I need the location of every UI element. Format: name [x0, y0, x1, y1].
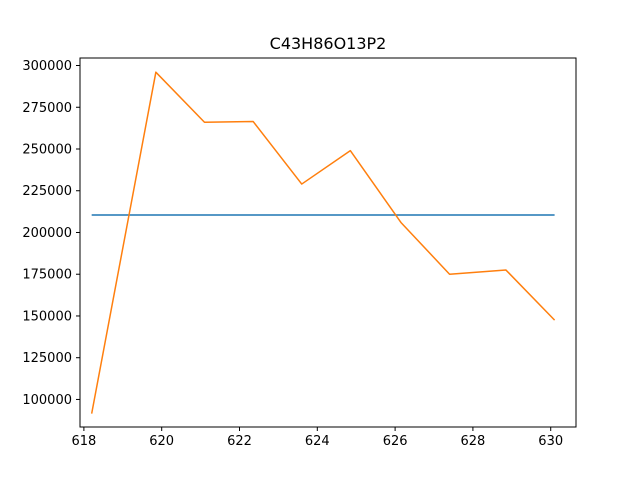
x-tick-label: 622 — [227, 434, 252, 449]
x-tick-label: 628 — [460, 434, 485, 449]
y-tick-label: 300000 — [22, 59, 72, 74]
y-axis: 100000 125000 150000 175000 200000 225000 2500… — [22, 59, 80, 408]
y-tick-label: 200000 — [22, 226, 72, 241]
y-tick-label: 100000 — [22, 393, 72, 408]
plot-frame — [79, 57, 577, 428]
chart-title: C43H86O13P2 — [270, 34, 387, 53]
x-tick-label: 624 — [305, 434, 330, 449]
y-tick-label: 225000 — [22, 184, 72, 199]
y-tick-label: 275000 — [22, 101, 72, 116]
y-tick-label: 175000 — [22, 268, 72, 283]
y-tick-label: 250000 — [22, 142, 72, 157]
x-axis: 618 620 622 624 626 628 630 — [71, 427, 563, 449]
y-tick-label: 125000 — [22, 351, 72, 366]
series-line-2 — [90, 71, 556, 414]
x-tick-label: 620 — [149, 434, 174, 449]
y-tick-label: 150000 — [22, 309, 72, 324]
x-tick-label: 618 — [71, 434, 96, 449]
series-layer — [90, 71, 556, 414]
x-tick-label: 630 — [538, 434, 563, 449]
x-tick-label: 626 — [383, 434, 408, 449]
